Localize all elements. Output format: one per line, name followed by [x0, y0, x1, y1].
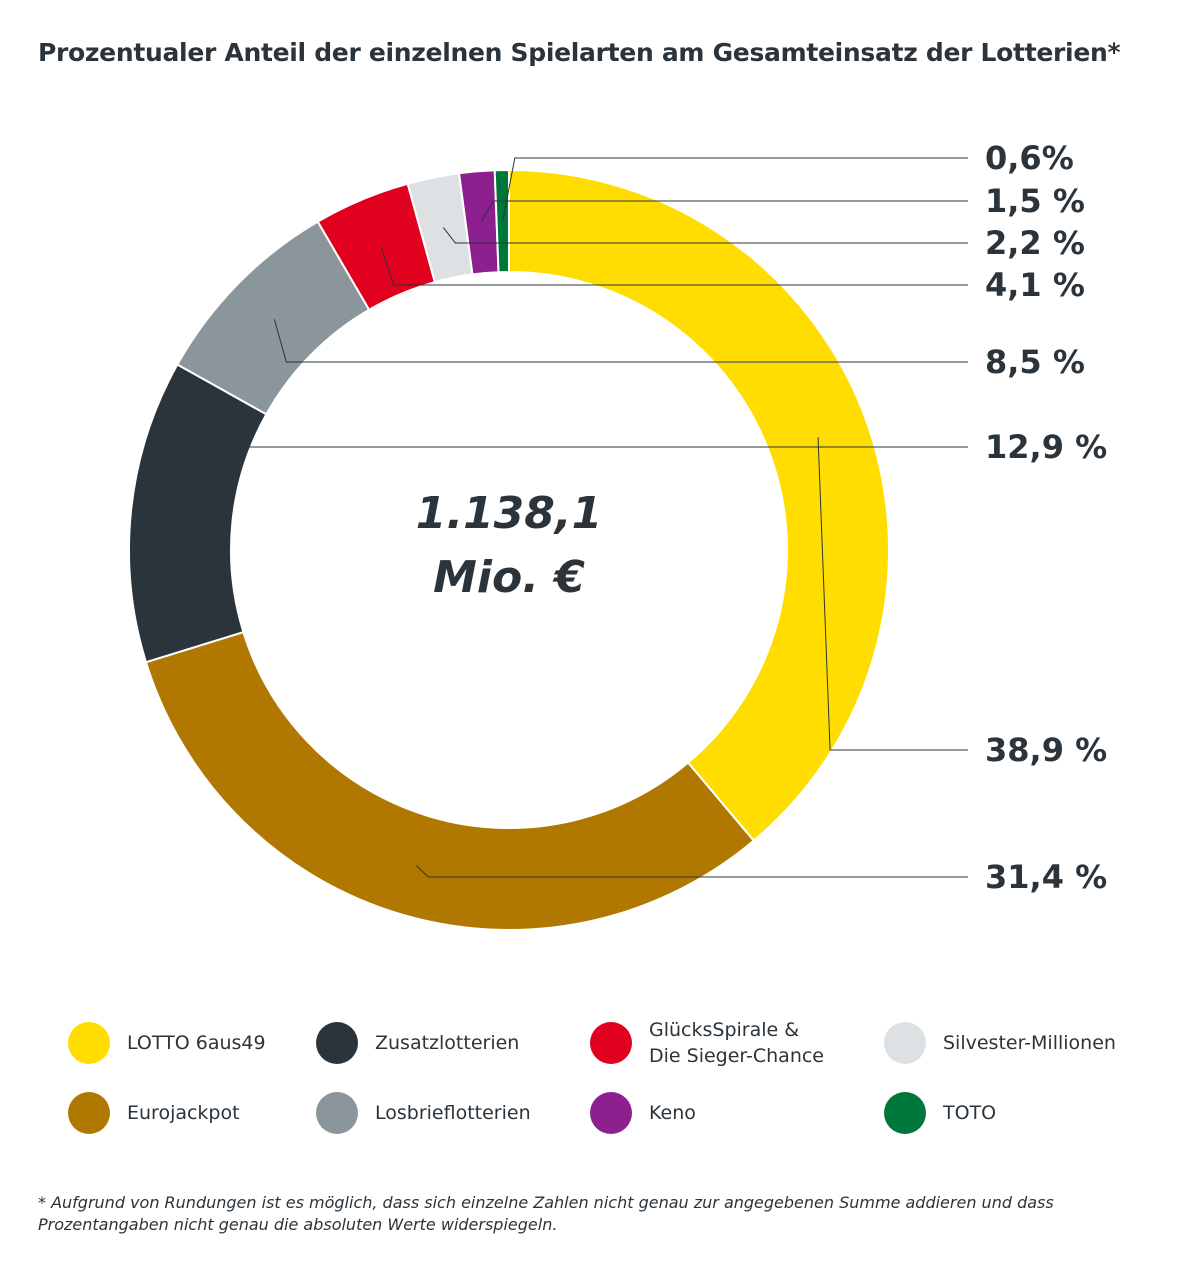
- legend-swatch: [590, 1092, 632, 1134]
- slice-percentage-label: 4,1 %: [985, 266, 1085, 304]
- slice-percentage-label: 1,5 %: [985, 182, 1085, 220]
- legend-swatch: [590, 1022, 632, 1064]
- donut-slices: [128, 168, 890, 931]
- legend-label: Keno: [649, 1102, 696, 1124]
- donut-chart: 38,9 % 31,4 % 12,9 % 8,5 % 4,1 % 2,2 % 1,5 % 0,…: [128, 139, 1107, 931]
- leader-line: [480, 200, 968, 223]
- legend-swatch: [316, 1022, 358, 1064]
- legend-item-toto: TOTO: [884, 1092, 996, 1134]
- legend-item-gluecksspirale: GlücksSpirale & Die Sieger-Chance: [590, 1016, 824, 1070]
- legend-label: Silvester-Millionen: [943, 1032, 1116, 1054]
- legend-swatch: [884, 1092, 926, 1134]
- leader-line: [502, 157, 968, 222]
- legend-item-losbrieflotterien: Losbrieflotterien: [316, 1092, 531, 1134]
- slice-percentage-label: 38,9 %: [985, 731, 1107, 769]
- legend-item-lotto: LOTTO 6aus49: [68, 1022, 266, 1064]
- percentage-labels: 38,9 % 31,4 % 12,9 % 8,5 % 4,1 % 2,2 % 1,5 % 0,…: [985, 139, 1107, 896]
- donut-slice: [128, 363, 268, 664]
- donut-slice: [508, 168, 890, 843]
- leader-line: [817, 437, 968, 751]
- legend-item-zusatzlotterien: Zusatzlotterien: [316, 1022, 519, 1064]
- slice-percentage-label: 12,9 %: [985, 428, 1107, 466]
- leader-line: [415, 865, 968, 878]
- leader-line: [442, 227, 968, 244]
- legend-swatch: [68, 1092, 110, 1134]
- slice-percentage-label: 8,5 %: [985, 343, 1085, 381]
- leader-line: [380, 246, 968, 286]
- legend-swatch: [316, 1092, 358, 1134]
- chart-title: Prozentualer Anteil der einzelnen Spiela…: [38, 38, 1121, 67]
- center-total-unit: Mio. €: [433, 552, 585, 603]
- leader-lines: [181, 157, 968, 878]
- leader-line: [181, 446, 968, 516]
- legend-label: LOTTO 6aus49: [127, 1032, 266, 1054]
- leader-line: [273, 319, 968, 363]
- legend: LOTTO 6aus49 Zusatzlotterien GlücksSpira…: [68, 1019, 1178, 1152]
- legend-label: Eurojackpot: [127, 1102, 240, 1124]
- legend-swatch: [68, 1022, 110, 1064]
- legend-item-eurojackpot: Eurojackpot: [68, 1092, 240, 1134]
- footnote: * Aufgrund von Rundungen ist es möglich,…: [38, 1193, 1054, 1234]
- legend-label: Zusatzlotterien: [375, 1032, 520, 1054]
- slice-percentage-label: 2,2 %: [985, 224, 1085, 262]
- slice-percentage-label: 0,6%: [985, 139, 1074, 177]
- slice-percentage-label: 31,4 %: [985, 858, 1107, 896]
- legend-item-keno: Keno: [590, 1092, 696, 1134]
- legend-swatch: [884, 1022, 926, 1064]
- legend-label: GlücksSpirale & Die Sieger-Chance: [649, 1019, 824, 1067]
- legend-label: TOTO: [943, 1102, 997, 1124]
- legend-item-silvester: Silvester-Millionen: [884, 1022, 1116, 1064]
- donut-slice: [144, 630, 756, 931]
- center-total-value: 1.138,1: [416, 488, 603, 539]
- legend-label: Losbrieflotterien: [375, 1102, 531, 1124]
- donut-slice: [493, 168, 510, 274]
